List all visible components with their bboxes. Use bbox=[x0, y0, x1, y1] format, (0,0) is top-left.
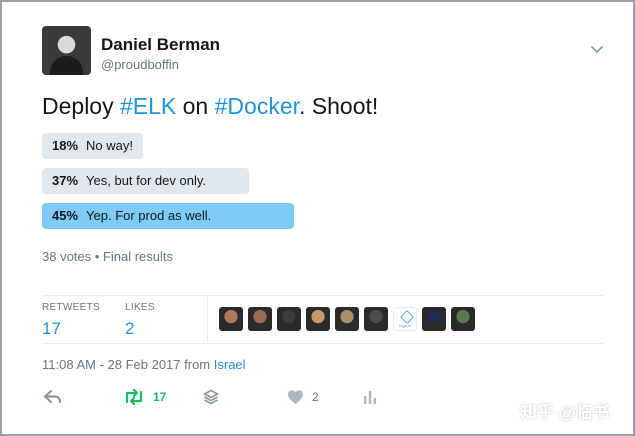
reply-icon bbox=[44, 389, 62, 404]
analytics-icon bbox=[364, 391, 376, 404]
poll-option: 37% Yes, but for dev only. bbox=[42, 168, 249, 194]
user-name[interactable]: Daniel Berman bbox=[101, 35, 221, 54]
poll-option-label: Yep. For prod as well. bbox=[86, 208, 212, 223]
poll-option-percent: 45% bbox=[52, 208, 79, 223]
retweets-stat[interactable]: RETWEETS 17 bbox=[42, 302, 100, 339]
poll-option-label: No way! bbox=[86, 138, 133, 153]
liker-avatar[interactable] bbox=[248, 307, 272, 331]
reply-button[interactable] bbox=[44, 387, 62, 407]
poll-option-percent: 18% bbox=[52, 138, 79, 153]
layers-icon bbox=[203, 389, 219, 405]
liker-avatar[interactable] bbox=[364, 307, 388, 331]
tweet-text-part: . Shoot! bbox=[299, 93, 379, 119]
liker-avatar[interactable] bbox=[335, 307, 359, 331]
liker-avatar[interactable] bbox=[219, 307, 243, 331]
tweet-text: Deploy #ELK on #Docker. Shoot! bbox=[42, 93, 378, 120]
poll-option: 18% No way! bbox=[42, 133, 143, 159]
tweet-text-part: Deploy bbox=[42, 93, 120, 119]
retweet-button[interactable]: 17 bbox=[123, 387, 166, 407]
avatar[interactable] bbox=[42, 26, 91, 75]
likes-stat[interactable]: LIKES 2 bbox=[125, 302, 155, 339]
chevron-down-icon[interactable] bbox=[590, 42, 604, 56]
poll-option-label: Yes, but for dev only. bbox=[86, 173, 206, 188]
likes-label: LIKES bbox=[125, 302, 155, 313]
liker-avatar[interactable] bbox=[422, 307, 446, 331]
timestamp-place[interactable]: Israel bbox=[213, 357, 246, 372]
watermark: 知乎 @临书 bbox=[520, 403, 610, 422]
timestamp-time[interactable]: 11:08 AM - 28 Feb 2017 from bbox=[42, 357, 214, 372]
retweets-value: 17 bbox=[42, 319, 61, 338]
tweet-text-part: on bbox=[176, 93, 215, 119]
timestamp: 11:08 AM - 28 Feb 2017 from Israel bbox=[42, 357, 246, 372]
add-to-moment-button[interactable] bbox=[203, 387, 219, 407]
retweet-icon bbox=[125, 389, 143, 405]
divider bbox=[42, 343, 603, 344]
analytics-button[interactable] bbox=[363, 387, 377, 407]
like-button[interactable]: 2 bbox=[287, 387, 319, 407]
divider bbox=[207, 296, 208, 342]
liker-avatar[interactable] bbox=[451, 307, 475, 331]
retweet-count: 17 bbox=[153, 390, 167, 404]
logz-avatar[interactable]: logz.io bbox=[393, 307, 417, 331]
likers-list: logz.io bbox=[219, 307, 475, 331]
heart-icon bbox=[288, 390, 303, 404]
hashtag-docker[interactable]: #Docker bbox=[214, 93, 299, 119]
user-handle[interactable]: @proudboffin bbox=[101, 57, 180, 72]
liker-avatar[interactable] bbox=[277, 307, 301, 331]
liker-avatar[interactable] bbox=[306, 307, 330, 331]
poll-option-percent: 37% bbox=[52, 173, 79, 188]
hashtag-elk[interactable]: #ELK bbox=[119, 93, 177, 119]
likes-value: 2 bbox=[125, 319, 135, 338]
poll-footer: 38 votes • Final results bbox=[42, 249, 173, 264]
divider bbox=[42, 295, 603, 296]
retweets-label: RETWEETS bbox=[42, 302, 100, 313]
like-count: 2 bbox=[312, 390, 319, 404]
poll-option-winner: 45% Yep. For prod as well. bbox=[42, 203, 294, 229]
